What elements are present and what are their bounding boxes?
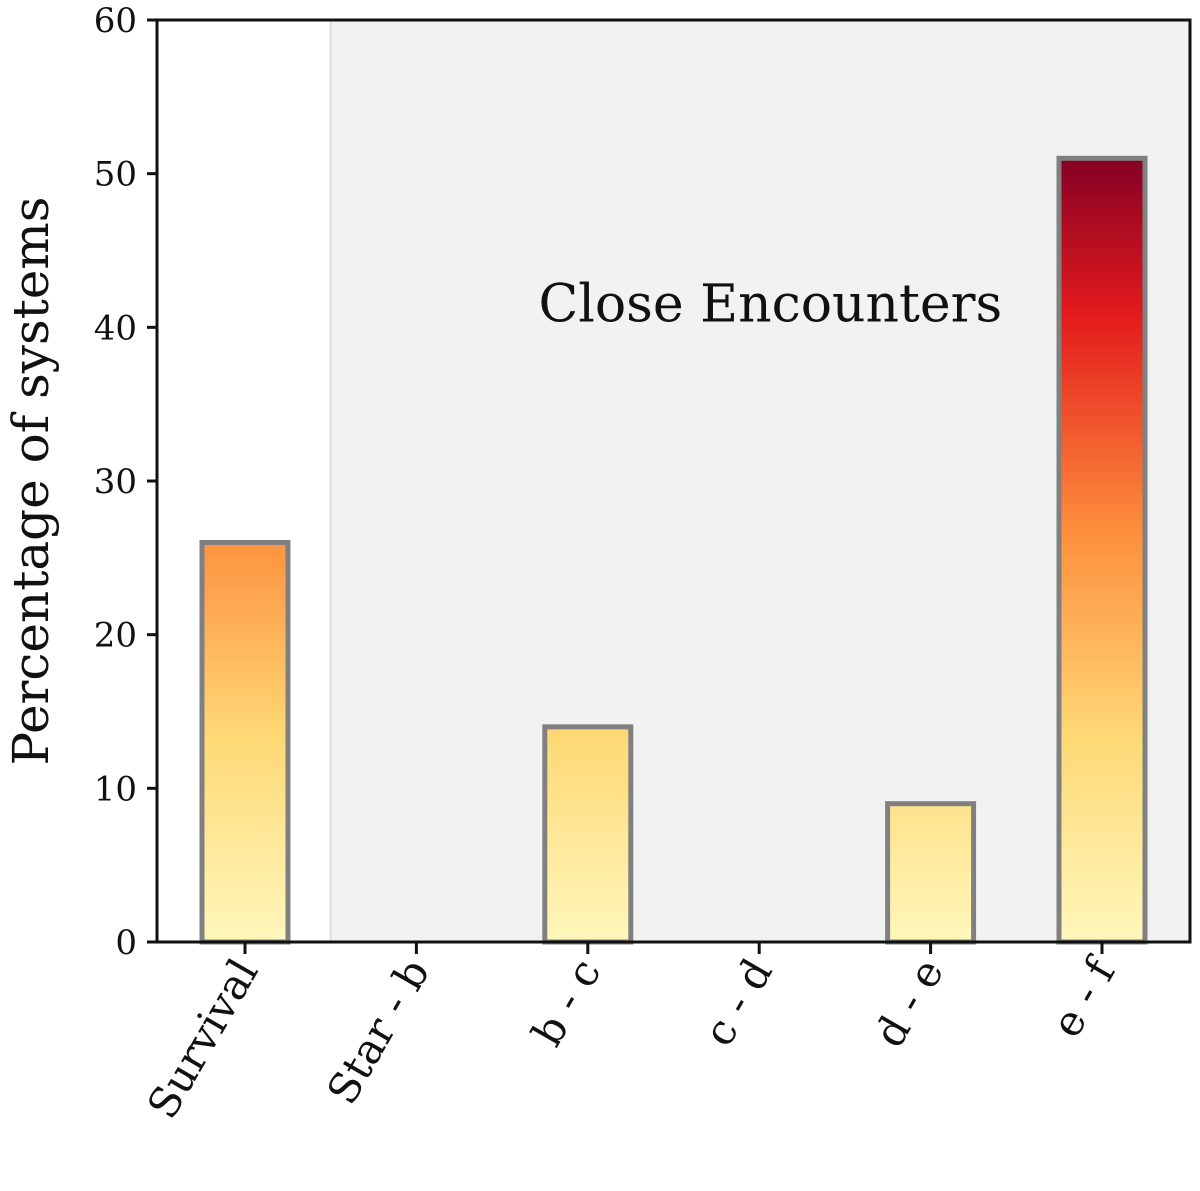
close-encounters-label: Close Encounters	[538, 274, 1002, 334]
y-tick-label: 0	[115, 923, 137, 963]
y-tick-label: 10	[94, 769, 137, 809]
y-axis: 0 10 20 30 40 50 60	[94, 1, 157, 963]
x-tick-label: e - f	[1042, 948, 1127, 1046]
y-tick-label: 40	[94, 308, 137, 348]
bar-survival	[199, 539, 291, 945]
bar-d-e	[885, 801, 977, 945]
x-tick-label: Star - b	[317, 951, 439, 1113]
close-encounters-region	[330, 20, 1190, 942]
x-axis: Survival Star - b b - c c - d d - e e - f	[138, 942, 1127, 1127]
x-tick-label: Survival	[138, 951, 268, 1127]
y-tick-label: 30	[94, 462, 137, 502]
y-tick-label: 60	[94, 1, 137, 41]
y-axis-label: Percentage of systems	[2, 197, 60, 766]
bar-e-f	[1056, 155, 1148, 945]
bar-b-c	[542, 724, 634, 945]
x-tick-label: d - e	[865, 951, 954, 1056]
plot-frame	[155, 18, 1192, 944]
y-tick-label: 20	[94, 616, 137, 656]
x-tick-label: c - d	[694, 951, 782, 1055]
x-tick-label: b - c	[522, 951, 610, 1055]
y-tick-label: 50	[94, 155, 137, 195]
